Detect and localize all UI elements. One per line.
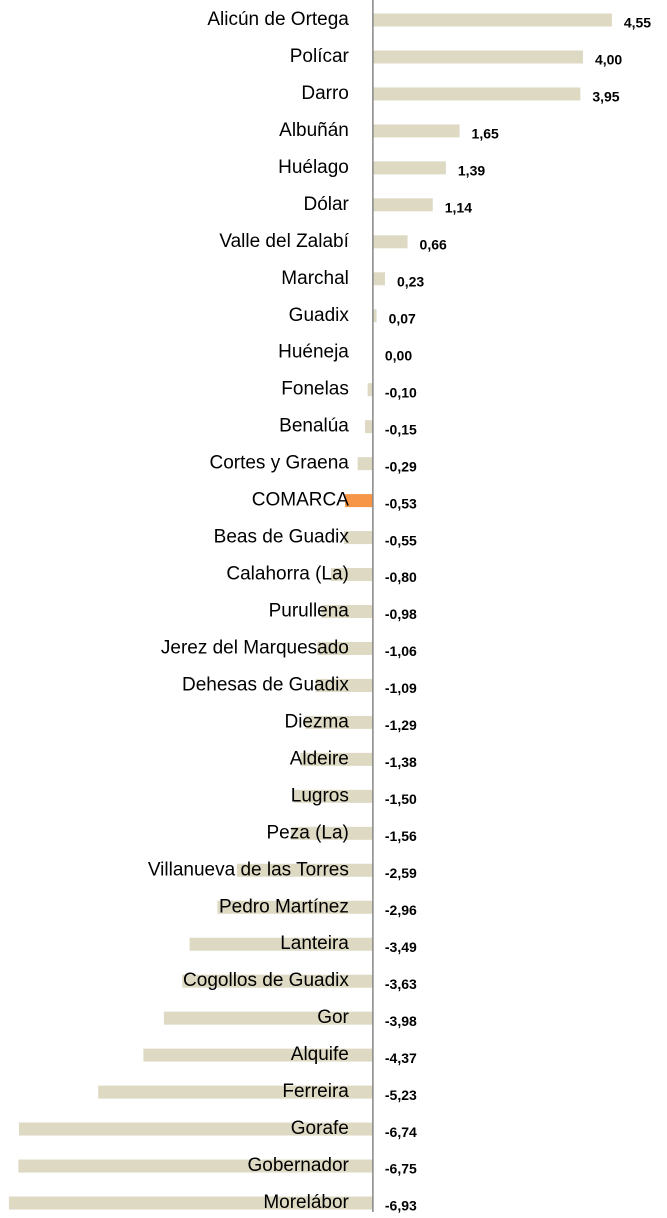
value-label: -2,59: [385, 865, 417, 881]
category-label: Benalúa: [279, 416, 349, 437]
value-label: 0,66: [420, 237, 447, 253]
value-label: -6,74: [385, 1124, 417, 1140]
bar: [344, 531, 373, 545]
bar: [372, 272, 385, 286]
value-label: -1,29: [385, 717, 417, 733]
value-label: -0,98: [385, 606, 417, 622]
value-label: -0,15: [385, 421, 417, 437]
bar: [98, 1085, 373, 1099]
value-label: -1,06: [385, 643, 417, 659]
bar: [372, 198, 433, 212]
bar: [300, 752, 373, 766]
bar: [290, 826, 373, 840]
category-label: Gor: [317, 1007, 349, 1028]
category-label: Dehesas de Guadix: [182, 674, 349, 695]
value-label: 1,65: [472, 126, 499, 142]
category-label: Beas de Guadix: [214, 527, 350, 548]
category-label: Alicún de Ortega: [207, 9, 349, 30]
category-label: Gobernador: [247, 1155, 349, 1176]
bar: [305, 715, 373, 729]
value-label: -1,38: [385, 754, 417, 770]
value-label: -0,80: [385, 569, 417, 585]
value-label: 3,95: [592, 89, 619, 105]
bar: [236, 863, 373, 877]
value-label: -0,53: [385, 495, 417, 511]
bar: [317, 641, 373, 655]
category-label: Aldeire: [290, 748, 349, 769]
value-label: -1,09: [385, 680, 417, 696]
bar: [189, 937, 373, 951]
bar: [367, 383, 373, 397]
bar: [294, 789, 373, 803]
value-label: 0,00: [385, 347, 412, 363]
bar: [315, 678, 373, 692]
bar: [372, 50, 583, 64]
category-label: COMARCA: [252, 490, 349, 511]
value-label: -6,93: [385, 1198, 417, 1214]
bar: [365, 420, 373, 434]
category-label: Calahorra (La): [226, 564, 349, 585]
category-label: Guadix: [289, 305, 350, 326]
category-label: Ferreira: [282, 1081, 349, 1102]
category-label: Cogollos de Guadix: [183, 970, 349, 991]
bar: [345, 494, 373, 508]
value-label: -2,96: [385, 902, 417, 918]
category-label: Diezma: [284, 711, 349, 732]
category-label: Gorafe: [291, 1118, 349, 1139]
value-label: -1,56: [385, 828, 417, 844]
bar: [372, 309, 377, 323]
value-label: 4,00: [595, 52, 622, 68]
bar: [372, 124, 460, 138]
bar: [372, 161, 446, 175]
category-label: Marchal: [281, 268, 349, 289]
value-label: -3,63: [385, 976, 417, 992]
value-label: -4,37: [385, 1050, 417, 1066]
value-label: -0,29: [385, 458, 417, 474]
category-label: Lanteira: [280, 933, 349, 954]
value-label: -3,98: [385, 1013, 417, 1029]
value-label: -6,75: [385, 1161, 417, 1177]
category-label: Albuñán: [279, 120, 349, 141]
category-label: Valle del Zalabí: [219, 231, 349, 252]
bar: [372, 235, 408, 249]
category-label: Peza (La): [267, 822, 349, 843]
value-label: -5,23: [385, 1087, 417, 1103]
category-label: Polícar: [290, 46, 350, 67]
bar: [182, 974, 373, 988]
category-label: Purullena: [269, 601, 350, 622]
category-label: Dólar: [303, 194, 349, 215]
category-label: Lugros: [291, 785, 349, 806]
value-label: 1,39: [458, 163, 485, 179]
value-label: 0,23: [397, 273, 424, 289]
category-label: Huélago: [278, 157, 349, 178]
bar: [372, 13, 612, 27]
category-label: Fonelas: [281, 379, 349, 400]
category-label: Villanueva de las Torres: [148, 859, 349, 880]
bar: [330, 568, 373, 582]
value-label: 4,55: [624, 15, 651, 31]
bar: [163, 1011, 373, 1025]
bar: [18, 1122, 373, 1136]
bar: [357, 457, 373, 471]
category-label: Pedro Martínez: [219, 896, 349, 917]
bar: [18, 1159, 373, 1173]
value-label: -3,49: [385, 939, 417, 955]
value-label: -1,50: [385, 791, 417, 807]
category-label: Alquife: [291, 1044, 349, 1065]
category-label: Darro: [301, 83, 349, 104]
bar: [8, 1196, 373, 1210]
bar: [143, 1048, 373, 1062]
bar: [321, 605, 373, 618]
value-label: 1,14: [445, 200, 472, 216]
category-label: Jerez del Marquesado: [161, 637, 349, 658]
category-label: Huéneja: [278, 342, 349, 363]
category-label: Cortes y Graena: [209, 453, 349, 474]
value-label: 0,07: [389, 310, 416, 326]
bar: [372, 87, 581, 101]
category-label: Morelábor: [263, 1192, 349, 1213]
bar: [217, 900, 373, 914]
value-label: -0,10: [385, 384, 417, 400]
value-label: -0,55: [385, 532, 417, 548]
